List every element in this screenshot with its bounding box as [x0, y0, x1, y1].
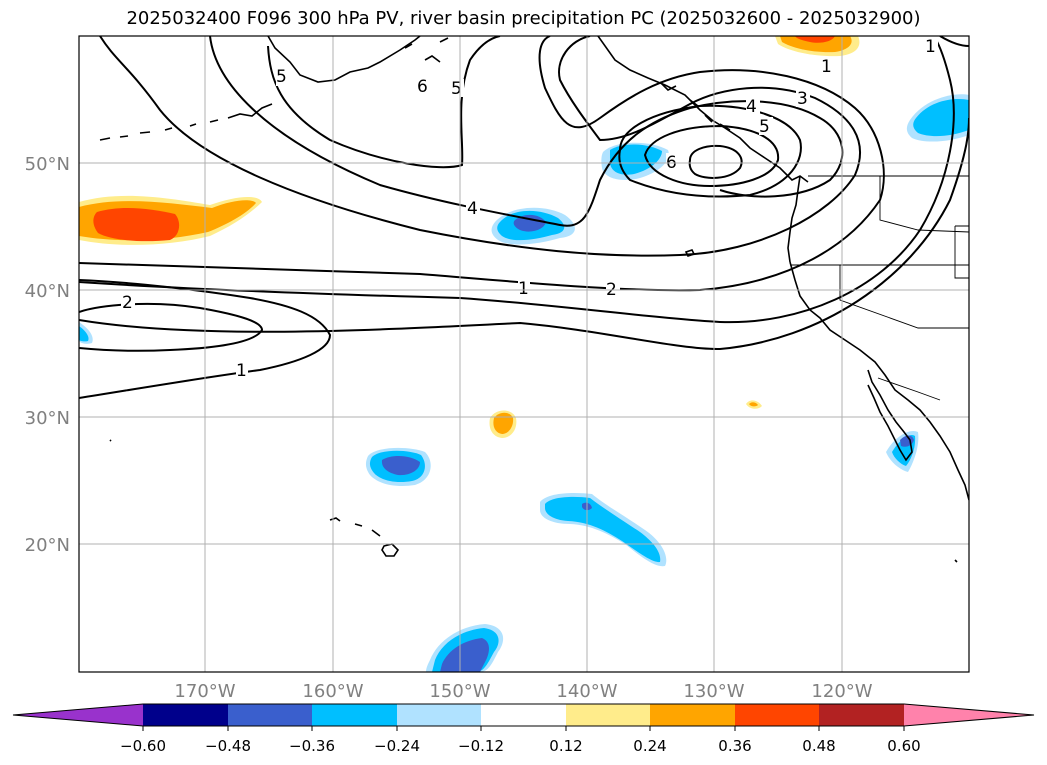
colorbar-tick-label: 0.48	[802, 737, 835, 755]
contour-label: 1	[821, 57, 832, 77]
plot-frame	[78, 35, 970, 673]
contour-label: 5	[759, 117, 770, 137]
lon-label: 150°W	[429, 681, 490, 702]
colorbar-tick-label: 0.60	[887, 737, 920, 755]
gridlines	[79, 36, 969, 672]
colorbar-segment	[312, 704, 397, 726]
colorbar-tick-label: −0.12	[458, 737, 504, 755]
lon-label: 130°W	[683, 681, 744, 702]
lat-label: 30°N	[25, 408, 70, 429]
colorbar-tick-label: −0.48	[205, 737, 251, 755]
colorbar: −0.60 −0.48 −0.36 −0.24 −0.12 0.12 0.24 …	[12, 703, 1035, 755]
precip-shading	[79, 36, 969, 672]
longitude-labels: 170°W 160°W 150°W 140°W 130°W 120°W	[174, 681, 872, 702]
colorbar-extend-high	[904, 704, 1034, 726]
lon-label: 160°W	[302, 681, 363, 702]
contour-label: 5	[451, 79, 462, 99]
colorbar-segment	[650, 704, 735, 726]
colorbar-segment	[143, 704, 228, 726]
colorbar-tick-label: 0.24	[633, 737, 666, 755]
lon-label: 120°W	[811, 681, 872, 702]
colorbar-segment	[481, 704, 566, 726]
colorbar-ticks	[142, 726, 905, 731]
colorbar-tick-label: −0.60	[120, 737, 166, 755]
colorbar-segment	[397, 704, 481, 726]
contour-label: 4	[746, 97, 757, 117]
contour-label: 1	[925, 37, 936, 57]
lat-label: 50°N	[25, 154, 70, 175]
colorbar-tick-labels: −0.60 −0.48 −0.36 −0.24 −0.12 0.12 0.24 …	[120, 737, 921, 755]
colorbar-tick-label: −0.24	[374, 737, 420, 755]
map-title: 2025032400 F096 300 hPa PV, river basin …	[126, 8, 921, 29]
colorbar-segment	[228, 704, 312, 726]
contour-label: 2	[122, 293, 133, 313]
contour-label: 3	[797, 89, 808, 109]
lat-label: 20°N	[25, 535, 70, 556]
contour-label: 6	[417, 77, 428, 97]
colorbar-segment	[566, 704, 650, 726]
plot-area	[79, 36, 969, 672]
contour-label: 5	[276, 67, 287, 87]
colorbar-tick-label: 0.12	[549, 737, 582, 755]
contour-label: 1	[236, 361, 247, 381]
coastlines	[99, 36, 969, 563]
colorbar-segment	[735, 704, 819, 726]
colorbar-tick-label: −0.36	[289, 737, 335, 755]
colorbar-segment	[819, 704, 904, 726]
lat-label: 40°N	[25, 281, 70, 302]
latitude-labels: 50°N 40°N 30°N 20°N	[25, 154, 70, 556]
colorbar-extend-low	[13, 704, 143, 726]
lon-label: 140°W	[556, 681, 617, 702]
colorbar-tick-label: 0.36	[718, 737, 751, 755]
contour-label: 4	[467, 199, 478, 219]
borders	[790, 175, 969, 401]
contour-label: 1	[518, 279, 529, 299]
lon-label: 170°W	[174, 681, 235, 702]
